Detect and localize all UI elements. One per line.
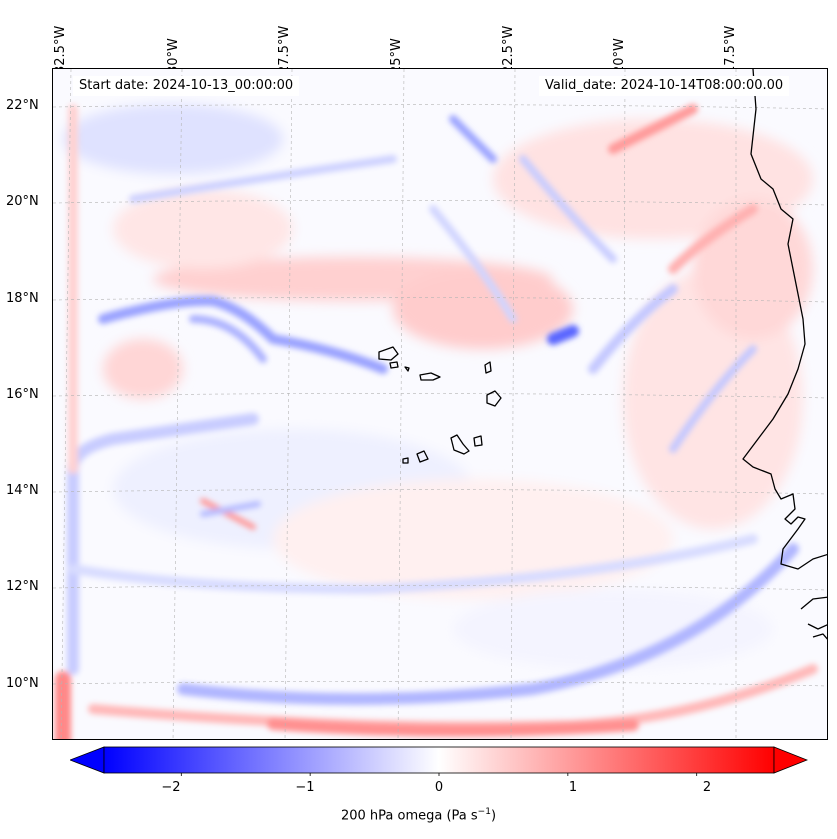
fogo-island <box>416 450 429 463</box>
sao-vicente-island <box>389 361 399 369</box>
lat-label: 14°N <box>6 483 39 498</box>
colorbar-label: 200 hPa omega (Pa s−1) <box>0 807 837 823</box>
santa-luzia-island <box>404 366 410 372</box>
maio-island <box>473 435 483 447</box>
lat-label: 12°N <box>6 579 39 594</box>
lat-label: 10°N <box>6 676 39 691</box>
sal-island <box>484 361 492 374</box>
colorbar-tick: 2 <box>702 780 712 795</box>
lat-label: 22°N <box>6 98 39 113</box>
graticule <box>53 69 827 739</box>
colorbar-label-text: 200 hPa omega (Pa s <box>340 808 478 824</box>
santo-antao-island <box>378 346 399 361</box>
lat-label: 20°N <box>6 194 39 209</box>
valid-date-label: Valid_date: 2024-10-14T08:00:00.00 <box>539 76 790 96</box>
colorbar-label-close: ) <box>490 808 497 824</box>
boa-vista-island <box>486 390 502 407</box>
brava-island <box>402 457 409 464</box>
coastlines <box>378 69 827 640</box>
colorbar-min-extension <box>70 746 105 774</box>
lon-label: 32.5°W <box>53 25 68 74</box>
colorbar-gradient <box>103 746 775 774</box>
omega-field-map <box>53 69 827 739</box>
colorbar-label-exponent: −1 <box>477 807 491 817</box>
colorbar-tick: −1 <box>295 780 315 795</box>
lat-label: 16°N <box>6 387 39 402</box>
colorbar-max-extension <box>773 746 808 774</box>
lon-label: 22.5°W <box>501 25 516 74</box>
sao-nicolau-island <box>419 372 441 381</box>
colorbar-tick: −2 <box>161 780 181 795</box>
west-africa-coastline <box>742 69 827 570</box>
lon-label: 17.5°W <box>723 25 738 74</box>
colorbar-tick: 1 <box>568 780 578 795</box>
santiago-island <box>450 434 470 455</box>
lat-label: 18°N <box>6 291 39 306</box>
map-panel <box>52 68 828 740</box>
colorbar-tick: 0 <box>434 780 444 795</box>
lon-label: 27.5°W <box>277 25 292 74</box>
start-date-label: Start date: 2024-10-13_00:00:00 <box>73 76 300 96</box>
colorbar <box>70 746 808 776</box>
omega-shading-bands <box>55 104 818 739</box>
